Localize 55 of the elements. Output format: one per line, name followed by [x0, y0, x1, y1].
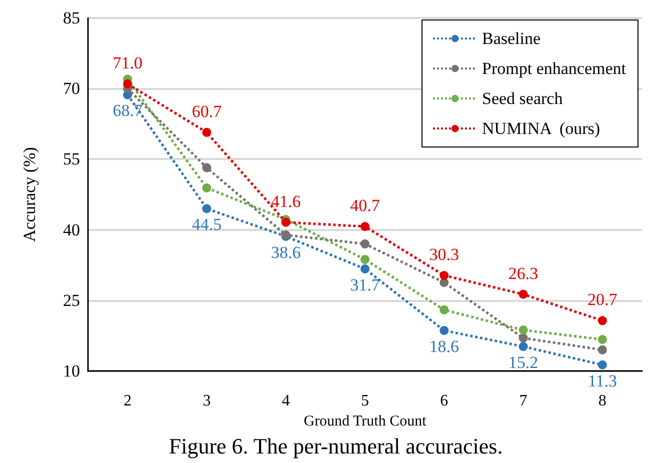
point	[360, 264, 370, 274]
y-axis-title: Accuracy (%)	[20, 147, 39, 242]
point	[202, 204, 212, 214]
x-tick-label: 8	[598, 392, 606, 410]
legend-label: NUMINA (ours)	[482, 119, 600, 138]
y-tick-label: 10	[63, 362, 80, 380]
point	[440, 270, 449, 280]
data-label: 68.7	[112, 101, 143, 120]
y-tick-label: 25	[63, 290, 80, 310]
point	[440, 305, 449, 314]
point	[202, 128, 212, 137]
legend-label: Seed search	[482, 89, 564, 108]
x-tick-label: 2	[124, 392, 132, 410]
data-label: 20.7	[588, 290, 618, 310]
point	[440, 326, 449, 336]
data-label: 11.3	[588, 371, 617, 390]
point	[202, 183, 212, 192]
point	[360, 239, 370, 248]
data-label: 26.3	[508, 264, 538, 283]
data-label: 40.7	[350, 196, 380, 216]
point	[360, 254, 370, 264]
point	[518, 334, 528, 343]
y-tick-label: 55	[63, 150, 80, 169]
y-tick-label: 40	[63, 220, 80, 240]
data-label: 30.3	[429, 244, 460, 264]
point	[202, 163, 212, 172]
point	[598, 360, 607, 370]
point	[360, 222, 370, 232]
x-tick-label: 7	[519, 392, 528, 410]
x-axis-title: Ground Truth Count	[304, 413, 428, 430]
x-tick-label: 4	[282, 392, 290, 410]
caption: Figure 6. The per-numeral accuracies.	[168, 434, 503, 458]
data-label: 31.7	[350, 275, 380, 294]
point	[123, 79, 132, 88]
data-label: 38.6	[270, 242, 301, 262]
x-tick-label: 5	[361, 392, 369, 410]
legend-label: Baseline	[482, 29, 541, 48]
y-tick-label: 85	[63, 8, 80, 28]
point	[598, 334, 607, 344]
point	[518, 326, 528, 335]
x-tick-label: 3	[202, 392, 211, 410]
legend-label: Prompt enhancement	[482, 59, 626, 78]
point	[598, 316, 607, 326]
data-label: 71.0	[112, 53, 142, 72]
data-label: 60.7	[192, 102, 222, 121]
point	[518, 342, 528, 352]
data-label: 18.6	[429, 337, 460, 356]
x-tick-label: 6	[440, 392, 448, 410]
data-label: 15.2	[508, 353, 538, 372]
point	[281, 218, 290, 227]
y-tick-label: 70	[63, 79, 80, 98]
point	[598, 345, 607, 354]
data-label: 44.5	[192, 215, 222, 234]
point	[518, 290, 528, 299]
data-label: 41.6	[270, 192, 301, 211]
